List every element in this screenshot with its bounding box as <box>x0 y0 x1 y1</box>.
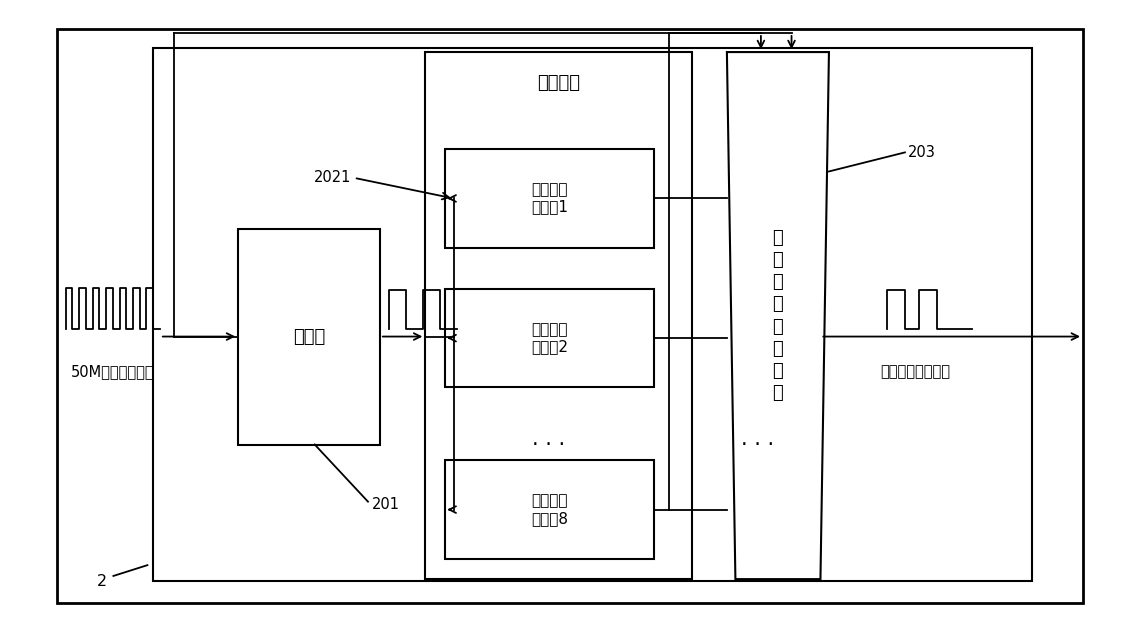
Bar <box>445 289 654 387</box>
Text: 异或环形
振荡器2: 异或环形 振荡器2 <box>531 322 568 354</box>
Text: 分频器: 分频器 <box>293 328 325 345</box>
Bar <box>445 460 654 559</box>
Text: . . .: . . . <box>532 429 566 450</box>
Text: 50M基准时钟信号: 50M基准时钟信号 <box>71 364 154 379</box>
Bar <box>153 48 1032 581</box>
Text: 异或环形
振荡器8: 异或环形 振荡器8 <box>531 493 568 526</box>
Text: 异或环形
振荡器1: 异或环形 振荡器1 <box>531 182 568 215</box>
Text: 2: 2 <box>96 573 107 589</box>
Polygon shape <box>727 52 829 579</box>
Text: 201: 201 <box>371 497 399 512</box>
Bar <box>425 52 692 579</box>
Text: 203: 203 <box>908 145 937 160</box>
Text: 布尔网络: 布尔网络 <box>538 74 579 91</box>
Text: 2021: 2021 <box>314 170 352 185</box>
Text: 伯
务
利
提
取
状
态
机: 伯 务 利 提 取 状 态 机 <box>772 229 784 403</box>
Text: . . .: . . . <box>741 429 775 450</box>
Bar <box>445 149 654 248</box>
Bar <box>238 229 380 444</box>
Text: 低速泊松脉冲信号: 低速泊松脉冲信号 <box>880 364 950 379</box>
